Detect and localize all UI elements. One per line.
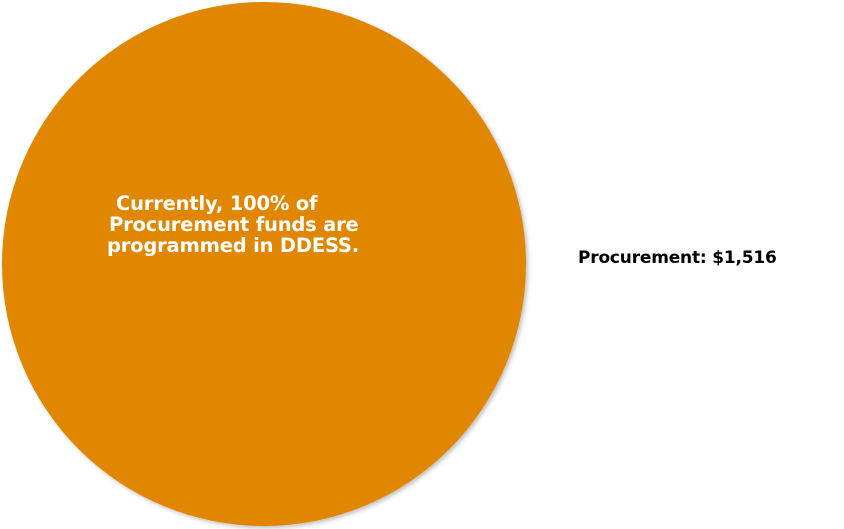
annotation-line-3: programmed in DDESS.: [107, 234, 359, 257]
annotation-line-1: Currently, 100% of: [116, 192, 318, 215]
center-annotation: Currently, 100% of Procurement funds are…: [102, 193, 432, 256]
slice-label-procurement: Procurement: $1,516: [578, 248, 777, 268]
pie-slice-procurement: [2, 2, 526, 526]
annotation-line-2: Procurement funds are: [109, 213, 359, 236]
pie-slices: [2, 2, 526, 526]
